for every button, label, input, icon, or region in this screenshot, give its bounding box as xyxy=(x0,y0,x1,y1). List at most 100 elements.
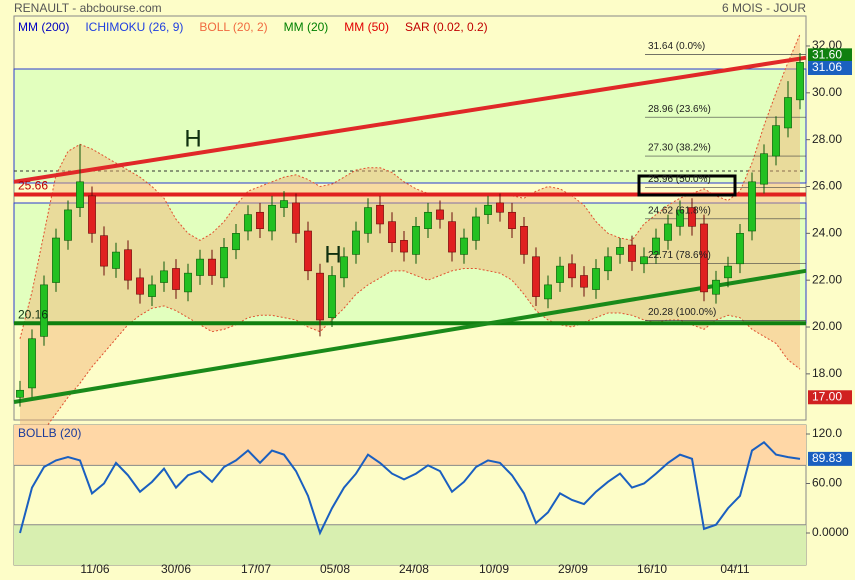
fib-label: 25.96 (50.0%) xyxy=(648,174,711,185)
fib-label: 20.28 (100.0%) xyxy=(648,307,716,318)
legend-entry: MM (200) xyxy=(18,20,69,34)
y-tick-label: 20.00 xyxy=(812,319,842,333)
price-tag-label: 31.06 xyxy=(812,60,842,74)
candle-body xyxy=(544,284,552,300)
price-tag xyxy=(808,390,852,405)
candle-body xyxy=(280,200,288,208)
candle-body xyxy=(292,202,300,234)
candle-body xyxy=(352,230,360,255)
candle-body xyxy=(148,284,156,297)
candle-body xyxy=(172,268,180,290)
annotation: H xyxy=(324,241,341,268)
y-tick-label: 24.00 xyxy=(812,226,842,240)
candle-body xyxy=(64,209,72,241)
y-tick-label: 60.00 xyxy=(812,476,842,490)
candle-body xyxy=(124,249,132,281)
candle-body xyxy=(736,233,744,265)
price-tag-label: 31.60 xyxy=(812,48,842,62)
candle-body xyxy=(472,216,480,241)
candle-body xyxy=(748,181,756,232)
chart-title: RENAULT - abcbourse.com xyxy=(14,1,162,15)
range-box xyxy=(13,202,807,324)
candle-body xyxy=(160,270,168,283)
x-tick-label: 16/10 xyxy=(637,562,667,576)
candle-body xyxy=(628,244,636,262)
candle-body xyxy=(28,338,36,389)
x-tick-label: 17/07 xyxy=(241,562,271,576)
annotation: H xyxy=(184,125,201,152)
candle-body xyxy=(220,247,228,279)
legend-entry: ICHIMOKU (26, 9) xyxy=(85,20,183,34)
fib-label: 22.71 (78.6%) xyxy=(648,250,711,261)
candle-body xyxy=(676,209,684,227)
candle-body xyxy=(412,226,420,255)
candle-body xyxy=(784,97,792,129)
oversold-zone xyxy=(14,524,806,565)
candle-body xyxy=(568,263,576,279)
price-tag xyxy=(808,60,852,75)
fib-label: 31.64 (0.0%) xyxy=(648,41,705,52)
candle-body xyxy=(496,202,504,213)
candle-body xyxy=(688,207,696,227)
candle-body xyxy=(592,268,600,290)
candle-body xyxy=(520,226,528,255)
last-value-label: 89.83 xyxy=(812,451,842,465)
candle-body xyxy=(364,207,372,234)
candle-body xyxy=(580,275,588,288)
candle-body xyxy=(16,389,24,398)
y-tick-label: 28.00 xyxy=(812,132,842,146)
candle-body xyxy=(208,258,216,276)
highlight-box xyxy=(637,174,737,197)
candle-body xyxy=(532,256,540,297)
candle-body xyxy=(616,247,624,255)
legend-entry: MM (50) xyxy=(344,20,389,34)
fib-label: 27.30 (38.2%) xyxy=(648,143,711,154)
overbought-zone xyxy=(14,425,806,466)
trendline xyxy=(13,268,807,404)
x-tick-label: 29/09 xyxy=(558,562,588,576)
panel-title: BOLLB (20) xyxy=(18,426,81,440)
x-tick-label: 05/08 xyxy=(320,562,350,576)
candle-body xyxy=(340,256,348,279)
range-box xyxy=(13,68,807,184)
fib-label: 24.62 (61.8%) xyxy=(648,205,711,216)
candle-body xyxy=(244,214,252,232)
candle-body xyxy=(712,279,720,295)
candle-body xyxy=(508,211,516,229)
candle-body xyxy=(724,265,732,279)
candle-body xyxy=(316,272,324,321)
candle-body xyxy=(196,258,204,276)
y-tick-label: 22.00 xyxy=(812,272,842,286)
candle-body xyxy=(304,230,312,272)
candle-body xyxy=(556,265,564,283)
y-tick-label: 0.0000 xyxy=(812,525,849,539)
candle-body xyxy=(112,251,120,269)
y-tick-label: 120.0 xyxy=(812,426,842,440)
y-tick-label: 18.00 xyxy=(812,366,842,380)
candle-body xyxy=(184,272,192,293)
bollinger-area xyxy=(20,34,800,440)
candle-body xyxy=(664,223,672,241)
candle-body xyxy=(100,235,108,267)
candle-body xyxy=(436,209,444,220)
y-tick-label: 26.00 xyxy=(812,179,842,193)
candle-body xyxy=(136,277,144,295)
candle-body xyxy=(232,233,240,251)
candle-body xyxy=(700,223,708,293)
candle-body xyxy=(448,221,456,253)
candle-body xyxy=(328,275,336,318)
candle-body xyxy=(76,181,84,208)
indicator-line xyxy=(19,440,801,536)
candle-body xyxy=(88,195,96,234)
candle-body xyxy=(652,237,660,255)
candle-body xyxy=(400,240,408,253)
candle-body xyxy=(796,62,804,101)
candle-body xyxy=(460,237,468,255)
candle-body xyxy=(388,221,396,244)
candle-body xyxy=(40,284,48,337)
x-tick-label: 10/09 xyxy=(479,562,509,576)
level-label: 20.16 xyxy=(18,307,48,321)
trendline xyxy=(13,55,807,184)
